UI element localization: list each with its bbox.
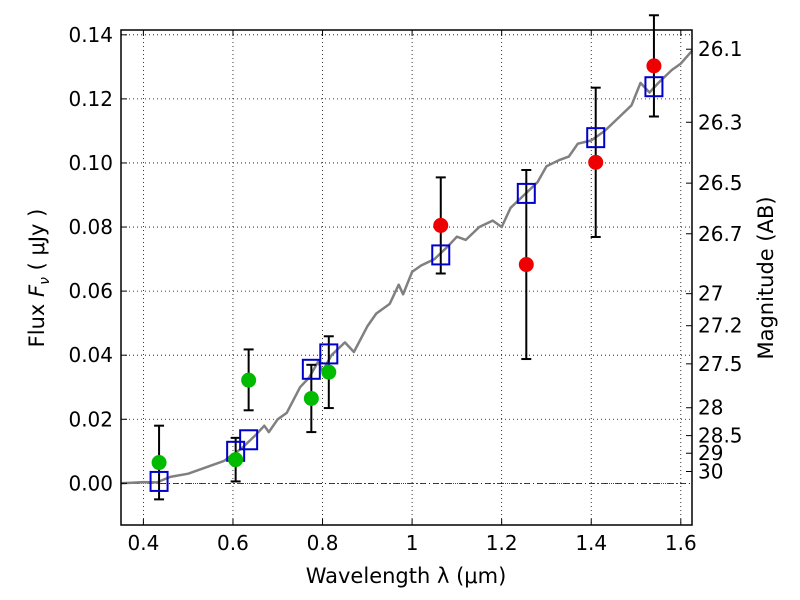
- mag-tick-label: 28: [698, 396, 723, 420]
- model-photometry-square: [301, 358, 321, 380]
- y-tick-label: 0.04: [68, 343, 113, 367]
- detection-point: [518, 257, 534, 273]
- detection-point: [303, 390, 319, 406]
- mag-tick-label: 27.5: [698, 352, 743, 376]
- x-tick-label: 0.8: [307, 531, 339, 555]
- mag-tick-label: 27: [698, 282, 723, 306]
- detection-point: [646, 58, 662, 74]
- x-axis-label: Wavelength λ (μm): [306, 564, 507, 588]
- mag-tick-label: 26.1: [698, 37, 743, 61]
- mag-tick-label: 29: [698, 441, 723, 465]
- detection-point: [228, 452, 244, 468]
- x-tick-label: 1: [406, 531, 419, 555]
- x-tick-label: 0.4: [127, 531, 159, 555]
- model-photometry-square: [586, 127, 606, 149]
- detection-point: [151, 455, 167, 471]
- mag-tick-label: 26.3: [698, 110, 743, 134]
- model-photometry-square: [431, 244, 451, 266]
- x-tick-label: 1.6: [665, 531, 697, 555]
- mag-tick-label: 27.2: [698, 314, 743, 338]
- model-photometry-square: [239, 429, 259, 451]
- detection-point: [433, 217, 449, 233]
- detection-point: [321, 364, 337, 380]
- model-photometry-square: [149, 470, 169, 492]
- model-photometry-square: [644, 76, 664, 98]
- mag-tick-label: 28.5: [698, 424, 743, 448]
- model-photometry-square: [319, 343, 339, 365]
- y-tick-label: 0.02: [68, 407, 113, 431]
- y-tick-label: 0.14: [68, 23, 113, 47]
- mag-tick-label: 26.5: [698, 171, 743, 195]
- plot-frame: [120, 29, 693, 526]
- x-tick-label: 1.2: [486, 531, 518, 555]
- y-tick-label: 0.08: [68, 215, 113, 239]
- model-photometry-square: [516, 182, 536, 204]
- mag-tick-label: 30: [698, 459, 723, 483]
- plot-background: [121, 30, 692, 525]
- model-spectrum-line: [120, 49, 693, 485]
- x-tick-label: 0.6: [217, 531, 249, 555]
- ticks: 0.4 0.6 0.8 1 1.2 1.4 1.6 0.00 0.02 0.04 0.06 0.08 0…: [68, 23, 742, 555]
- detection-point: [241, 372, 257, 388]
- y-tick-label: 0.00: [68, 471, 113, 495]
- detection-point: [588, 154, 604, 170]
- y-tick-label: 0.06: [68, 279, 113, 303]
- y-tick-label: 0.10: [68, 151, 113, 175]
- y-tick-label: 0.12: [68, 87, 113, 111]
- y-axis-label: Flux Fν ( μJy ): [25, 209, 53, 348]
- mag-tick-label: 26.7: [698, 222, 743, 246]
- x-tick-label: 1.4: [575, 531, 607, 555]
- series-layer: [120, 14, 693, 501]
- right-axis-label: Magnitude (AB): [754, 196, 778, 359]
